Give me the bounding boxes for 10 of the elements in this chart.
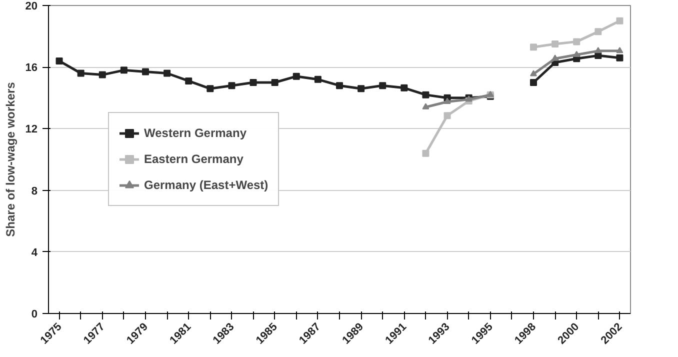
y-tick-label: 0 xyxy=(31,308,38,320)
y-tick-label: 16 xyxy=(25,62,38,74)
y-tick-label: 4 xyxy=(31,246,38,259)
y-tick-label: 20 xyxy=(25,0,38,12)
legend-label: Western Germany xyxy=(144,126,246,140)
legend-label: Eastern Germany xyxy=(144,152,244,166)
y-tick-label: 12 xyxy=(25,124,38,136)
y-tick-label: 8 xyxy=(31,185,38,198)
y-axis-title: Share of low-wage workers xyxy=(3,82,18,237)
legend-label: Germany (East+West) xyxy=(144,178,268,192)
